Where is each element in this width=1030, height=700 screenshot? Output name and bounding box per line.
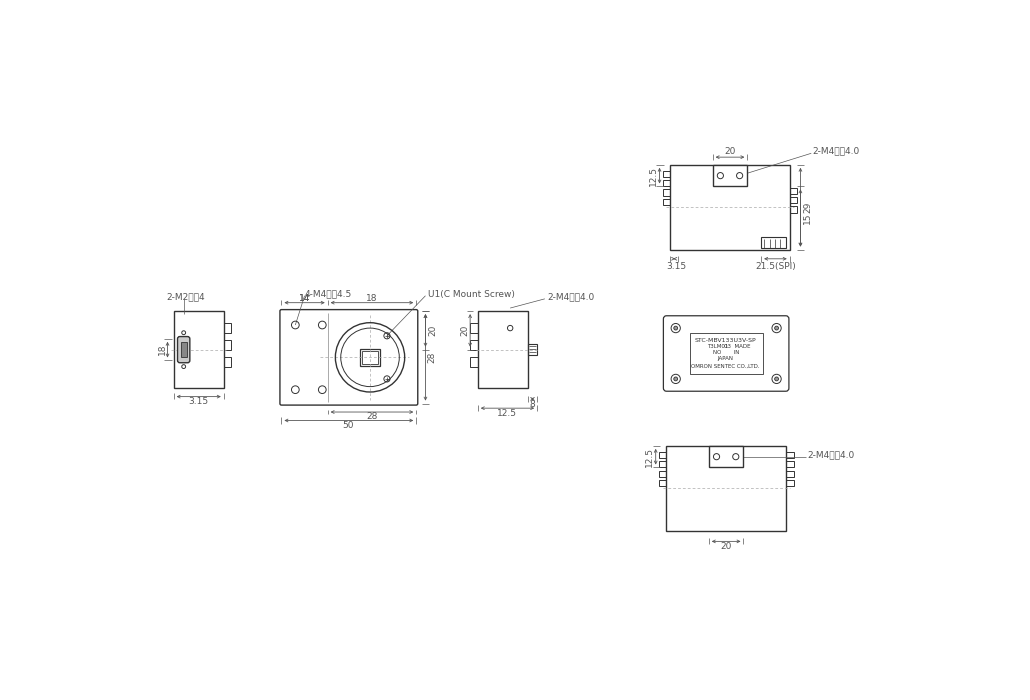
Circle shape — [775, 377, 779, 381]
Text: 2-M4深サ4.0: 2-M4深サ4.0 — [808, 451, 855, 460]
Text: NO       IN: NO IN — [713, 350, 739, 355]
Circle shape — [674, 326, 678, 330]
Bar — [662, 199, 671, 205]
Text: 21.5(SPI): 21.5(SPI) — [755, 262, 796, 271]
Bar — [659, 470, 666, 477]
Bar — [662, 190, 671, 196]
Bar — [360, 349, 380, 366]
Circle shape — [775, 326, 779, 330]
Text: 20: 20 — [720, 542, 731, 552]
Bar — [224, 340, 232, 351]
Text: 2-M2深サ4: 2-M2深サ4 — [166, 293, 205, 302]
Text: 50: 50 — [343, 421, 354, 430]
Bar — [470, 356, 478, 368]
Bar — [662, 180, 671, 186]
Text: STC-MBV133U3V-SP: STC-MBV133U3V-SP — [695, 338, 757, 343]
Text: 03  MADE: 03 MADE — [724, 344, 751, 349]
Circle shape — [674, 377, 678, 381]
Text: 18: 18 — [159, 344, 168, 356]
Text: OMRON SENTEC CO.,LTD.: OMRON SENTEC CO.,LTD. — [691, 364, 760, 369]
Text: JAPAN: JAPAN — [718, 356, 733, 361]
Bar — [709, 446, 744, 468]
Text: 14: 14 — [299, 293, 310, 302]
Text: 8: 8 — [529, 400, 536, 409]
Bar — [224, 356, 232, 368]
Bar — [786, 461, 793, 468]
Text: U1(C Mount Screw): U1(C Mount Screw) — [427, 290, 515, 299]
Bar — [671, 165, 790, 250]
Bar — [666, 446, 786, 531]
Text: 20: 20 — [724, 147, 735, 156]
Bar — [713, 165, 748, 186]
Bar — [470, 340, 478, 351]
Bar — [659, 461, 666, 468]
Bar — [470, 323, 478, 333]
Text: 3.15: 3.15 — [666, 262, 687, 271]
Text: 12.5: 12.5 — [649, 166, 658, 186]
Bar — [174, 311, 224, 388]
Text: 12.5: 12.5 — [645, 447, 654, 467]
Text: 28: 28 — [427, 351, 436, 363]
Text: 3.15: 3.15 — [188, 397, 208, 406]
FancyBboxPatch shape — [177, 337, 190, 363]
Bar — [662, 171, 671, 177]
Bar — [790, 188, 797, 194]
Bar — [790, 197, 797, 203]
Bar — [659, 480, 666, 486]
Bar — [786, 470, 793, 477]
Text: 28: 28 — [367, 412, 378, 421]
Bar — [478, 311, 527, 388]
Bar — [363, 351, 378, 363]
Text: 2-M4深サ4.0: 2-M4深サ4.0 — [547, 293, 594, 302]
Bar — [761, 237, 786, 248]
Text: 29: 29 — [803, 202, 812, 213]
Bar — [224, 323, 232, 333]
Bar — [527, 344, 537, 355]
Text: 15: 15 — [803, 212, 812, 224]
Text: 14: 14 — [299, 293, 310, 302]
Text: 18: 18 — [367, 293, 378, 302]
Text: 20: 20 — [460, 325, 470, 336]
Bar — [786, 480, 793, 486]
Text: 2-M4深サ4.0: 2-M4深サ4.0 — [813, 146, 860, 155]
Text: T3LM01: T3LM01 — [708, 344, 729, 349]
Text: 4-M4深サ4.5: 4-M4深サ4.5 — [305, 290, 352, 299]
Bar — [790, 206, 797, 213]
Bar — [689, 332, 763, 375]
Bar — [659, 452, 666, 458]
Text: 12.5: 12.5 — [497, 409, 517, 418]
Bar — [180, 342, 186, 357]
Bar — [786, 452, 793, 458]
Text: 20: 20 — [428, 325, 438, 336]
